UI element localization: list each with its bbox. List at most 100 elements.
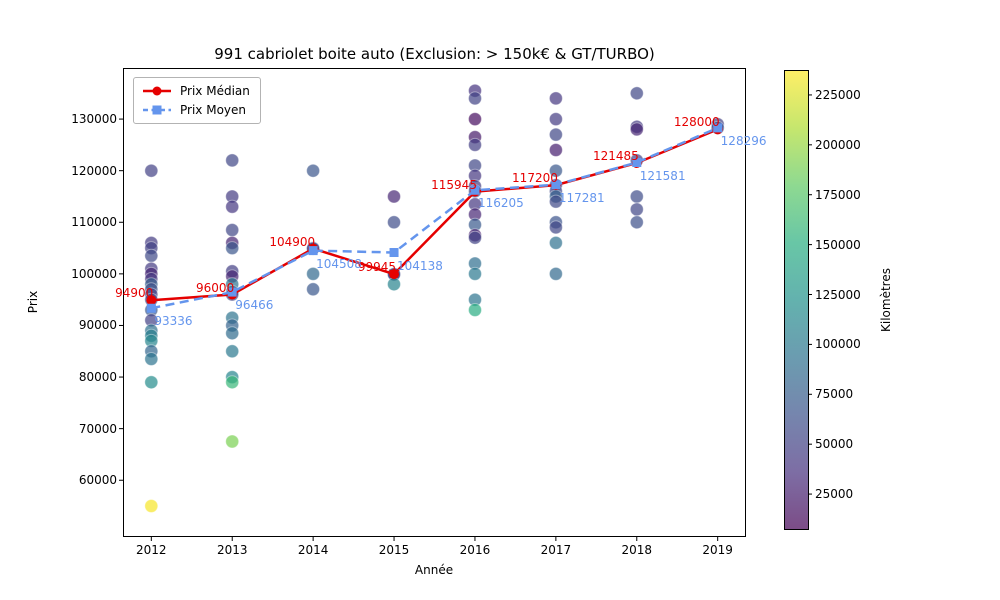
scatter-point [548, 194, 563, 209]
scatter-point [548, 91, 563, 106]
colorbar-tick-label: 100000 [815, 337, 861, 352]
plot-area [123, 68, 746, 537]
scatter-point [629, 202, 644, 217]
chart-title: 991 cabriolet boite auto (Exclusion: > 1… [214, 45, 655, 63]
median-value-label: 104900 [269, 234, 316, 249]
mean-value-label: 93336 [154, 314, 193, 329]
scatter-point [225, 153, 240, 168]
series-line [151, 128, 719, 302]
scatter-point [548, 143, 563, 157]
y-tick-label: 110000 [71, 215, 117, 230]
y-tick-label: 130000 [71, 112, 117, 127]
scatter-point [629, 122, 644, 137]
scatter-point [387, 189, 401, 204]
scatter-point [225, 223, 240, 237]
mean-value-label: 121581 [639, 168, 686, 183]
scatter-point [468, 91, 482, 106]
x-tick-label: 2016 [459, 543, 491, 557]
series-marker [470, 185, 480, 195]
scatter-point [468, 230, 482, 245]
y-tick-label: 120000 [71, 163, 117, 178]
x-tick-label: 2012 [136, 543, 167, 557]
median-value-label: 99945 [357, 260, 397, 275]
mean-value-label: 104138 [397, 258, 443, 273]
colorbar-gradient [784, 70, 809, 530]
y-tick-label: 100000 [71, 266, 117, 281]
scatter-point [629, 86, 644, 101]
mean-value-label: 117281 [558, 190, 605, 205]
scatter-point [306, 282, 321, 297]
scatter-point [306, 266, 321, 281]
series-marker [146, 303, 156, 313]
x-tick-label: 2014 [297, 543, 329, 557]
scatter-point [629, 215, 644, 230]
legend-item-median: Prix Médian [142, 84, 250, 98]
scatter-point [225, 375, 240, 390]
mean-value-label: 96466 [235, 298, 274, 313]
legend-item-mean: Prix Moyen [142, 103, 250, 117]
series-marker [713, 123, 723, 133]
mean-line-swatch-icon [143, 105, 171, 115]
series-marker [632, 158, 642, 168]
scatter-point [468, 303, 482, 317]
x-axis-label: Année [414, 563, 454, 577]
scatter-point [225, 344, 240, 359]
mean-value-label: 104508 [316, 256, 362, 271]
y-axis-label: Prix [26, 290, 40, 314]
colorbar-tick-label: 200000 [815, 137, 861, 152]
legend: Prix Médian Prix Moyen [133, 77, 261, 124]
median-line-swatch-icon [143, 86, 171, 96]
mean-value-label: 128296 [720, 133, 767, 148]
colorbar-tick-label: 125000 [815, 287, 861, 302]
scatter-point [225, 434, 240, 449]
colorbar-tick-label: 225000 [815, 87, 861, 102]
series-marker [146, 295, 157, 306]
scatter-point [387, 215, 401, 230]
legend-label-mean: Prix Moyen [180, 103, 246, 117]
scatter-point [225, 241, 240, 256]
x-tick-label: 2017 [540, 543, 572, 557]
series-line [151, 126, 719, 310]
scatter-point [548, 163, 563, 178]
scatter-point [306, 163, 321, 178]
legend-label-median: Prix Médian [180, 84, 250, 98]
median-value-label: 128000 [673, 115, 720, 130]
scatter-point [468, 112, 482, 127]
colorbar-tick-label: 175000 [815, 187, 861, 202]
median-value-label: 121485 [592, 149, 639, 163]
scatter-point [144, 248, 159, 263]
x-tick-label: 2018 [621, 543, 653, 557]
scatter-point [629, 189, 644, 204]
series-marker [389, 269, 400, 280]
y-tick-label: 70000 [78, 421, 117, 436]
median-value-label: 94900 [115, 286, 154, 301]
scatter-point [548, 220, 563, 235]
scatter-point [548, 235, 563, 250]
colorbar-tick-label: 75000 [815, 387, 854, 402]
scatter-point [225, 199, 240, 214]
x-tick-label: 2019 [702, 543, 733, 557]
median-value-label: 96000 [196, 280, 235, 295]
median-value-label: 115945 [431, 177, 477, 192]
colorbar-tick-label: 150000 [815, 237, 861, 252]
series-marker [389, 248, 399, 258]
scatter-point [548, 112, 563, 127]
scatter-point [468, 137, 482, 152]
y-tick-label: 90000 [78, 318, 117, 333]
scatter-point [144, 375, 159, 390]
series-marker [551, 180, 561, 190]
scatter-point [387, 277, 401, 292]
scatter-point [144, 499, 159, 513]
scatter-point [468, 266, 482, 281]
scatter-point [144, 352, 159, 366]
series-marker [308, 246, 318, 256]
scatter-point [225, 326, 240, 341]
median-value-label: 117200 [512, 171, 558, 186]
x-tick-label: 2013 [216, 543, 248, 557]
scatter-point [548, 266, 563, 281]
x-tick-label: 2015 [378, 543, 410, 557]
scatter-point [144, 163, 159, 178]
y-tick-label: 80000 [78, 370, 117, 385]
